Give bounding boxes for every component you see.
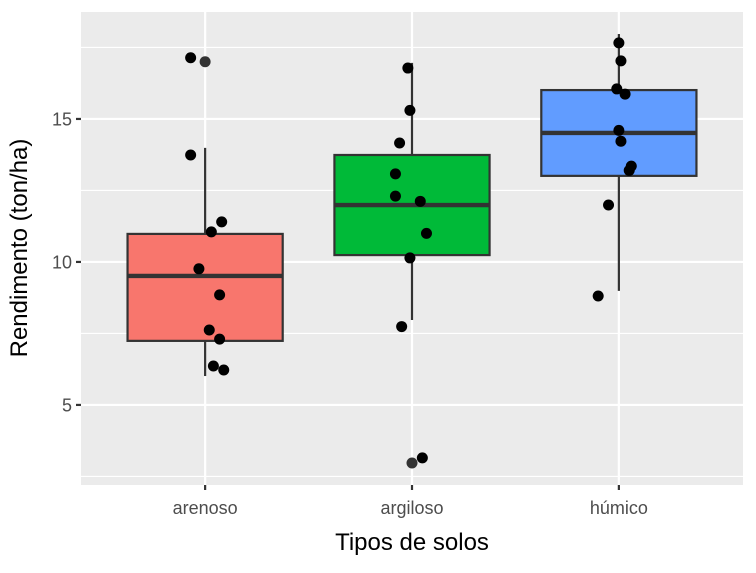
data-point [414, 195, 426, 207]
data-point [613, 124, 625, 136]
y-tick-label: 15 [52, 109, 72, 129]
data-point [214, 289, 226, 301]
data-point [619, 88, 631, 100]
data-point [394, 137, 406, 149]
data-point [402, 62, 414, 74]
data-point [416, 452, 428, 464]
x-axis-title: Tipos de solos [335, 529, 489, 556]
data-point [216, 216, 228, 228]
data-point [207, 360, 219, 372]
x-tick-label: húmico [590, 498, 648, 518]
data-point [404, 252, 416, 264]
y-axis-title: Rendimento (ton/ha) [6, 139, 33, 358]
outlier-point [406, 457, 418, 469]
data-point [203, 324, 215, 336]
box-iqr [126, 232, 284, 342]
data-point [185, 149, 197, 161]
data-point [214, 333, 226, 345]
box-argiloso [333, 62, 491, 469]
outlier-point [199, 56, 211, 68]
data-point [193, 263, 205, 275]
data-point [389, 168, 401, 180]
data-point [205, 226, 217, 238]
data-point [615, 55, 627, 67]
data-point [613, 37, 625, 49]
data-point [611, 83, 623, 95]
data-point [623, 164, 635, 176]
x-tick-label: arenoso [173, 498, 238, 518]
x-axis: arenoso argiloso húmico [173, 485, 648, 518]
data-point [218, 364, 230, 376]
jitter-points [185, 37, 637, 464]
x-tick-label: argiloso [380, 498, 443, 518]
data-point [592, 290, 604, 302]
y-tick-label: 5 [62, 395, 72, 415]
data-point [185, 52, 197, 64]
y-tick-label: 10 [52, 252, 72, 272]
data-point [396, 321, 408, 333]
box-arenoso [126, 56, 284, 377]
data-point [389, 190, 401, 202]
data-point [404, 104, 416, 116]
data-point [603, 199, 615, 211]
data-point [615, 135, 627, 147]
data-point [420, 227, 432, 239]
y-axis: 5 10 15 [52, 109, 81, 415]
